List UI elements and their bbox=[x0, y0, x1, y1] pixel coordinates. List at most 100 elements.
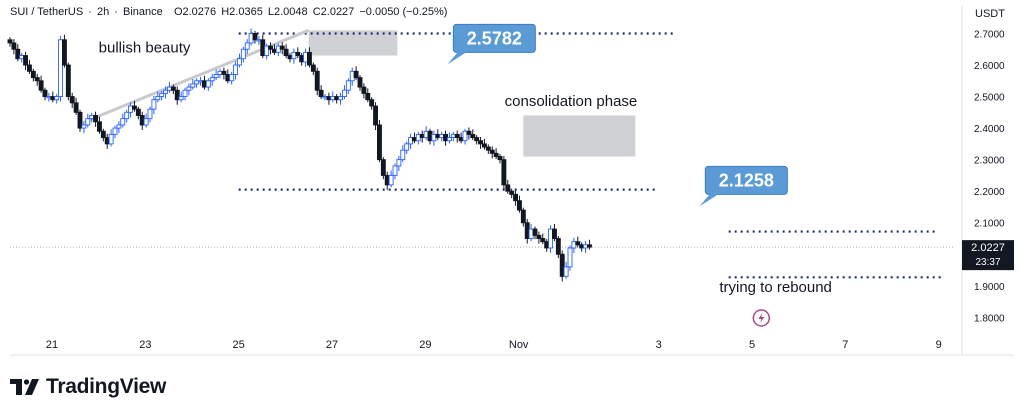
price-tick-label: 2.6000 bbox=[974, 61, 1005, 72]
candle-body bbox=[357, 77, 363, 88]
callout-box[interactable] bbox=[452, 23, 536, 53]
candle-body bbox=[248, 33, 254, 44]
time-tick-label: 21 bbox=[46, 339, 58, 351]
price-tag-group: 2.0227 23:37 bbox=[962, 240, 1014, 271]
candle-body bbox=[166, 86, 172, 91]
candle-body bbox=[186, 86, 192, 91]
candle-body bbox=[497, 156, 503, 161]
candle-body bbox=[268, 45, 274, 50]
candle-body bbox=[583, 244, 589, 249]
candle-body bbox=[509, 190, 515, 195]
candle-body bbox=[489, 149, 495, 154]
trend bbox=[84, 28, 310, 124]
candle-body bbox=[69, 96, 75, 104]
candle-body bbox=[396, 159, 402, 167]
separator: · bbox=[114, 6, 118, 18]
candle-body bbox=[435, 133, 441, 139]
candle-body bbox=[450, 133, 456, 139]
candle-body bbox=[271, 48, 277, 53]
candle-body bbox=[213, 74, 219, 79]
candle-body bbox=[376, 124, 382, 161]
candle-body bbox=[458, 137, 464, 142]
candle-body bbox=[322, 96, 328, 99]
candle-body bbox=[295, 51, 301, 56]
candle-body bbox=[579, 244, 585, 249]
currency-label: USDT bbox=[975, 8, 1005, 20]
candle-body bbox=[532, 228, 538, 236]
candle-body bbox=[260, 39, 266, 56]
candle-body bbox=[341, 89, 347, 98]
candle-body bbox=[11, 42, 17, 50]
price-tick-label: 2.2000 bbox=[974, 187, 1005, 198]
candle-body bbox=[42, 89, 48, 98]
consolidation-zone bbox=[523, 115, 636, 157]
candle-body bbox=[100, 130, 106, 139]
candle-body bbox=[77, 111, 83, 129]
candle-body bbox=[50, 96, 56, 101]
price-tag-value: 2.0227 bbox=[971, 242, 1005, 254]
price-tick-label: 2.4000 bbox=[974, 124, 1005, 135]
candle-body bbox=[233, 64, 239, 75]
candle-body bbox=[466, 130, 472, 135]
annotation-text[interactable]: trying to rebound bbox=[719, 279, 832, 296]
candle-body bbox=[7, 39, 13, 44]
candle-body bbox=[291, 51, 297, 60]
candle-body bbox=[365, 92, 371, 101]
trend-line[interactable] bbox=[84, 28, 310, 124]
candle-body bbox=[353, 70, 359, 79]
candle-body bbox=[93, 115, 99, 123]
candle-body bbox=[147, 108, 153, 120]
candle-body bbox=[256, 39, 262, 42]
candle-body bbox=[330, 96, 336, 101]
callout-box[interactable] bbox=[704, 165, 788, 195]
candle-body bbox=[431, 133, 437, 142]
axes: 2.7000 2.6000 2.5000 2.4000 2.3000 2.2000 2.10… bbox=[10, 6, 1014, 356]
candle-body bbox=[439, 133, 445, 139]
candle-body bbox=[26, 64, 32, 72]
symbol-name[interactable]: SUI / TetherUS bbox=[10, 6, 84, 18]
candle-body bbox=[555, 238, 561, 255]
price-tick-label: 2.1000 bbox=[974, 219, 1005, 230]
candle-body bbox=[548, 228, 554, 249]
candle-body bbox=[240, 48, 246, 60]
candles bbox=[7, 28, 592, 282]
time-tick-label: 25 bbox=[233, 339, 245, 351]
candle-body bbox=[388, 174, 394, 186]
candle-body bbox=[493, 152, 499, 157]
candle-body bbox=[135, 108, 141, 116]
candle-body bbox=[201, 80, 207, 88]
candle-body bbox=[334, 96, 340, 101]
candle-body bbox=[559, 253, 565, 277]
candle-body bbox=[85, 118, 91, 126]
candle-body bbox=[571, 241, 577, 249]
ohlc-close: C2.0227 bbox=[312, 6, 355, 18]
candle-body bbox=[89, 115, 95, 120]
candle-body bbox=[411, 137, 417, 142]
annotation-text[interactable]: consolidation phase bbox=[505, 93, 638, 110]
time-tick-label: 23 bbox=[139, 339, 151, 351]
candle-body bbox=[23, 55, 29, 66]
candle-body bbox=[536, 234, 542, 239]
candle-body bbox=[264, 45, 270, 56]
price-tag bbox=[962, 240, 1014, 271]
tradingview-logo[interactable]: TradingView bbox=[10, 375, 166, 399]
candle-body bbox=[516, 200, 522, 211]
ohlc-open: O2.0276 bbox=[173, 6, 217, 18]
candle-body bbox=[275, 45, 281, 53]
time-tick-label: 27 bbox=[326, 339, 338, 351]
candle-body bbox=[563, 266, 569, 277]
annotations: bullish beauty consolidation phase trying … bbox=[99, 23, 832, 327]
candle-body bbox=[318, 89, 324, 98]
candle-body bbox=[314, 70, 320, 91]
candle-body bbox=[513, 193, 519, 202]
candle-body bbox=[427, 130, 433, 142]
interval[interactable]: 2h bbox=[96, 6, 110, 18]
annotation-text[interactable]: bullish beauty bbox=[99, 39, 191, 56]
candle-body bbox=[478, 140, 484, 145]
candle-body bbox=[151, 99, 157, 110]
candle-body bbox=[544, 241, 550, 249]
candle-body bbox=[143, 118, 149, 126]
candle-body bbox=[408, 137, 414, 145]
candle-body bbox=[155, 96, 161, 101]
